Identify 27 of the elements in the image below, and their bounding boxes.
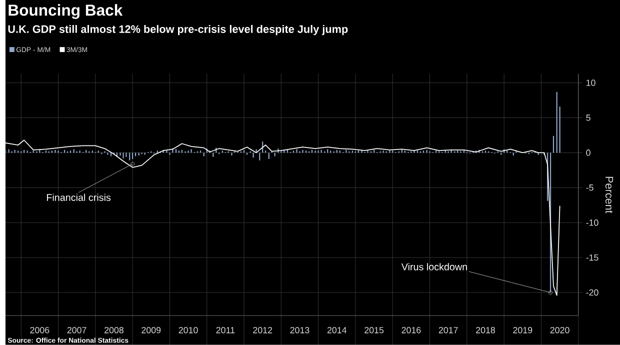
- y-tick-label: 10: [586, 80, 596, 86]
- y-tick-label: 5: [586, 114, 590, 121]
- y-tick-label: 0: [586, 150, 590, 156]
- annotation: Financial crisis: [46, 194, 111, 202]
- x-tick-label: 2009: [142, 327, 161, 334]
- x-tick-label: 2008: [104, 327, 124, 334]
- y-tick-label: -5: [586, 184, 594, 191]
- x-tick-label: 2013: [290, 327, 310, 334]
- x-tick-label: 2017: [438, 327, 458, 334]
- y-tick-label: -15: [586, 254, 598, 261]
- x-tick-label: 2012: [253, 327, 272, 334]
- chart-title: Bouncing Back: [8, 4, 123, 19]
- x-tick-label: 2020: [550, 327, 570, 334]
- x-tick-label: 2006: [30, 327, 50, 334]
- x-tick-label: 2011: [216, 327, 235, 334]
- x-tick-label: 2018: [476, 327, 495, 334]
- x-tick-label: 2015: [364, 327, 384, 334]
- x-tick-label: 2007: [67, 327, 86, 334]
- y-axis-title: Percent: [605, 176, 614, 214]
- x-tick-label: 2014: [327, 327, 347, 334]
- y-tick-label: -20: [586, 289, 598, 296]
- x-tick-label: 2010: [178, 327, 198, 334]
- chart-subtitle: U.K. GDP still almost 12% below pre-crisis level despite July jump: [8, 25, 348, 36]
- x-tick-label: 2019: [513, 327, 532, 334]
- x-tick-label: 2016: [402, 327, 421, 334]
- annotation: Virus lockdown: [401, 263, 467, 270]
- y-tick-label: -10: [586, 219, 598, 226]
